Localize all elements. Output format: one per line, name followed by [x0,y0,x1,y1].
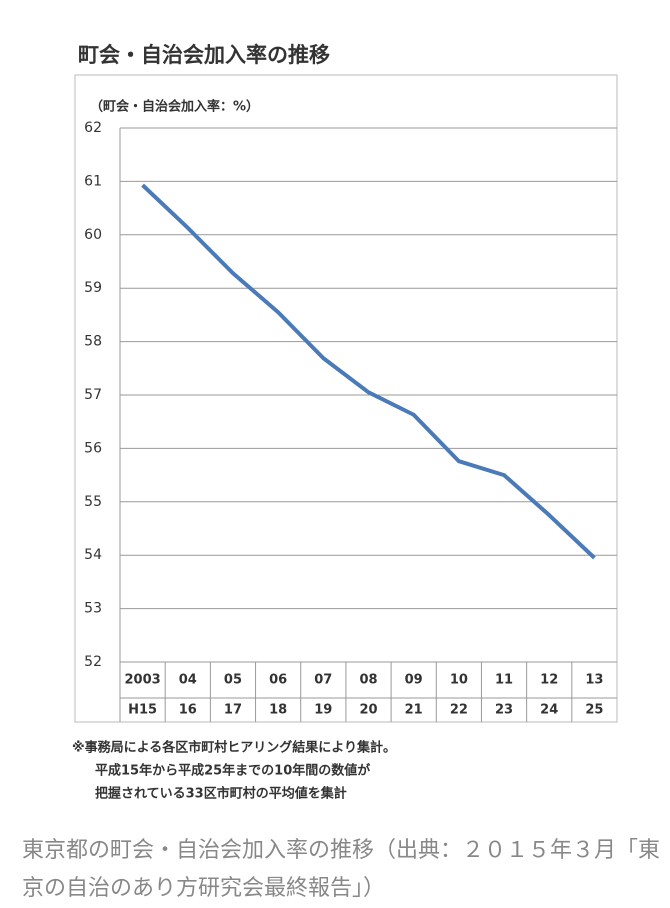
note: 把握されている33区市町村の平均値を集計 [95,786,347,802]
caption: 東京都の町会・自治会加入率の推移（出典：２０１５年３月「東京の自治のあり方研究会… [22,838,661,901]
x-tick-label: 08 [359,673,377,688]
x-tick-label: 10 [450,673,468,688]
chart-frame [74,74,618,723]
x-tick-label: 09 [405,673,423,688]
x-tick-label: 25 [585,703,603,718]
chart: 町会・自治会加入率の推移 （町会・自治会加入率：%） ※事務局による各区市町村ヒ… [72,43,618,802]
y-tick-label: 57 [84,387,102,403]
x-tick-label: 21 [405,703,423,718]
y-tick-label: 54 [84,547,102,563]
x-tick-label: 24 [540,703,558,718]
x-tick-label: 05 [224,673,242,688]
x-tick-label: 12 [540,673,558,688]
x-tick-label: 22 [450,703,468,718]
x-tick-label: 2003 [124,673,160,688]
y-tick-label: 56 [84,440,102,456]
x-tick-label: 06 [269,673,287,688]
x-tick-label: H15 [128,703,157,718]
note: 平成15年から平成25年までの10年間の数値が [95,763,370,779]
y-tick-label: 62 [84,120,102,136]
chart-title: 町会・自治会加入率の推移 [78,43,330,67]
y-tick-label: 52 [84,654,102,670]
y-tick-label: 61 [84,173,102,189]
y-tick-label: 59 [84,280,102,296]
x-tick-label: 07 [314,673,332,688]
x-tick-label: 04 [179,673,197,688]
x-tick-label: 16 [179,703,197,718]
x-tick-label: 18 [269,703,287,718]
y-axis-label: （町会・自治会加入率：%） [90,99,259,115]
y-tick-label: 53 [84,601,102,617]
x-tick-label: 17 [224,703,242,718]
x-tick-label: 20 [359,703,377,718]
x-tick-label: 23 [495,703,513,718]
data-line [141,183,596,560]
x-tick-label: 13 [585,673,603,688]
y-tick-label: 58 [84,334,102,350]
note: ※事務局による各区市町村ヒアリング結果により集計。 [72,740,396,756]
x-tick-label: 19 [314,703,332,718]
x-tick-label: 11 [495,673,513,688]
y-tick-label: 60 [84,227,102,243]
y-tick-label: 55 [84,494,102,510]
